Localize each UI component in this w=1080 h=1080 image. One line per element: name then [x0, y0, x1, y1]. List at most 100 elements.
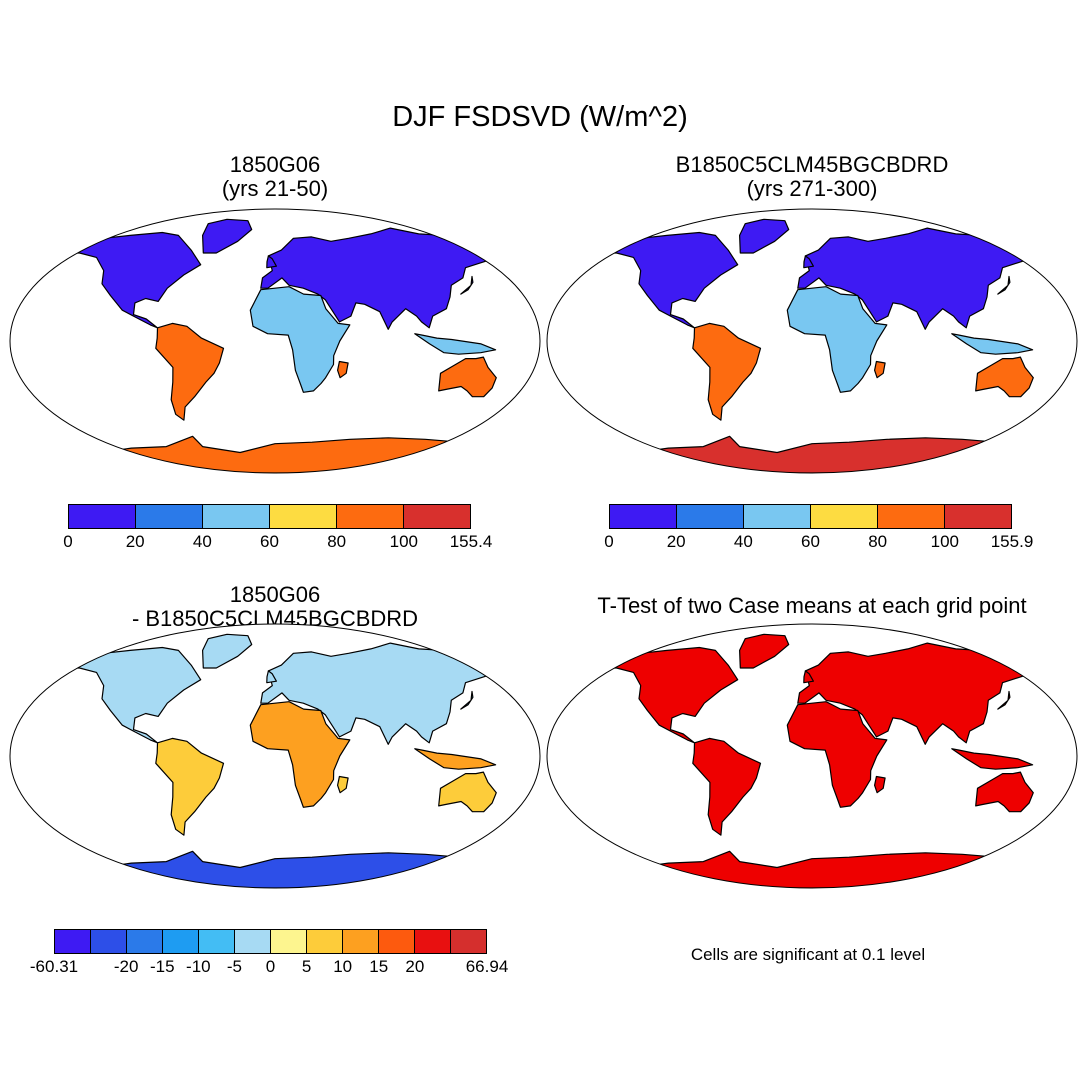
colorbar-tick-label: 5 [301, 957, 312, 976]
continent-north-america [59, 231, 202, 329]
colorbar-tick-label: 40 [192, 532, 212, 551]
colorbar-panel-1: 0 20 40 60 80 100 155.4 [63, 504, 492, 554]
continent-japan [460, 275, 474, 295]
colorbar-tick-label: 20 [405, 957, 425, 976]
continent-madagascar [337, 775, 349, 794]
colorbar-tick-label: 20 [125, 532, 145, 551]
colorbar-swatch [203, 505, 270, 528]
panel-1-title: 1850G06 (yrs 21-50) [5, 153, 545, 201]
continent-eurasia [260, 642, 500, 745]
panel-2-title-line-2: (yrs 271-300) [746, 176, 878, 201]
panel-3-title-line-1: 1850G06 [229, 582, 321, 607]
continent-north-america [596, 646, 739, 744]
colorbar-tick-label: 60 [801, 532, 820, 551]
continent-indonesia [951, 333, 1034, 355]
continent-south-america [692, 737, 762, 836]
continent-uk [803, 670, 814, 684]
continent-australia [438, 356, 497, 398]
continent-australia [975, 771, 1034, 813]
colorbar-swatch [811, 505, 878, 528]
colorbar-swatch [55, 930, 91, 953]
colorbar-swatch [127, 930, 163, 953]
colorbar-swatch [744, 505, 811, 528]
map-border [546, 208, 1078, 474]
continent-japan [997, 690, 1011, 710]
continent-uk [266, 255, 277, 269]
colorbar-tick-label: 80 [868, 532, 888, 551]
continent-madagascar [874, 360, 886, 379]
colorbar-tick-label: -60.31 [29, 957, 79, 976]
continent-indonesia [951, 748, 1034, 770]
colorbar-swatch [199, 930, 235, 953]
colorbar-tick-label: 10 [333, 957, 353, 976]
colorbar-tick-label: 0 [63, 532, 73, 551]
significance-note: Cells are significant at 0.1 level [690, 945, 926, 964]
map-panel-2 [546, 208, 1078, 474]
continent-greenland [202, 633, 253, 669]
continent-australia [975, 356, 1034, 398]
continent-africa [249, 286, 351, 393]
continent-australia [438, 771, 497, 813]
colorbar-swatches [609, 504, 1012, 529]
colorbar-tick-label: 155.9 [990, 532, 1034, 551]
colorbar-panel-3: -60.31 -20 -15 -10 -5 0 5 10 15 20 66.94 [30, 929, 508, 979]
colorbar-tick-label: 100 [389, 532, 419, 551]
colorbar-tick-label: 60 [260, 532, 279, 551]
colorbar-tick-label: -15 [149, 957, 175, 976]
continent-indonesia [414, 333, 497, 355]
colorbar-swatch [878, 505, 945, 528]
colorbar-tick-labels: 0 20 40 60 80 100 155.4 [63, 532, 492, 554]
colorbar-tick-label: 0 [604, 532, 614, 551]
colorbar-swatch [271, 930, 307, 953]
panel-1-title-line-1: 1850G06 [229, 152, 321, 177]
continent-africa [249, 701, 351, 808]
colorbar-swatch [136, 505, 203, 528]
continent-north-america [596, 231, 739, 329]
continent-eurasia [797, 642, 1037, 745]
colorbar-swatch [163, 930, 199, 953]
colorbar-tick-labels: 0 20 40 60 80 100 155.9 [604, 532, 1033, 554]
colorbar-swatch [91, 930, 127, 953]
colorbar-swatch [677, 505, 744, 528]
continent-madagascar [337, 360, 349, 379]
colorbar-tick-label: 155.4 [449, 532, 493, 551]
continent-greenland [739, 218, 790, 254]
colorbar-tick-label: 80 [327, 532, 347, 551]
map-panel-4 [546, 623, 1078, 889]
continent-eurasia [260, 227, 500, 330]
continent-north-america [59, 646, 202, 744]
panel-1-title-line-2: (yrs 21-50) [221, 176, 329, 201]
continent-south-america [155, 737, 225, 836]
colorbar-swatch [307, 930, 343, 953]
panel-4-title-line-1: T-Test of two Case means at each grid po… [597, 593, 1027, 618]
continent-africa [786, 286, 888, 393]
colorbar-tick-label: 66.94 [465, 957, 509, 976]
colorbar-swatch [337, 505, 404, 528]
colorbar-swatch [404, 505, 470, 528]
colorbar-panel-2: 0 20 40 60 80 100 155.9 [604, 504, 1033, 554]
colorbar-tick-label: -20 [113, 957, 139, 976]
colorbar-swatch [945, 505, 1011, 528]
colorbar-swatch [69, 505, 136, 528]
colorbar-tick-label: -10 [186, 957, 211, 976]
colorbar-tick-labels: -60.31 -20 -15 -10 -5 0 5 10 15 20 66.94 [30, 957, 508, 979]
continent-japan [997, 275, 1011, 295]
map-border [9, 623, 541, 889]
continent-greenland [739, 633, 790, 669]
colorbar-tick-label: 0 [265, 957, 276, 976]
colorbar-tick-label: 15 [369, 957, 389, 976]
panel-3-title: 1850G06 - B1850C5CLM45BGCBDRD [5, 583, 545, 631]
colorbar-tick-label: 100 [930, 532, 960, 551]
panel-2-title: B1850C5CLM45BGCBDRD (yrs 271-300) [542, 153, 1080, 201]
figure-title: DJF FSDSVD (W/m^2) [392, 101, 688, 133]
continent-indonesia [414, 748, 497, 770]
panel-4-title: T-Test of two Case means at each grid po… [542, 594, 1080, 618]
colorbar-swatches [54, 929, 487, 954]
colorbar-swatch [379, 930, 415, 953]
colorbar-swatch [415, 930, 451, 953]
continent-south-america [155, 322, 225, 421]
continent-africa [786, 701, 888, 808]
map-panel-3 [9, 623, 541, 889]
continent-uk [266, 670, 277, 684]
continent-south-america [692, 322, 762, 421]
